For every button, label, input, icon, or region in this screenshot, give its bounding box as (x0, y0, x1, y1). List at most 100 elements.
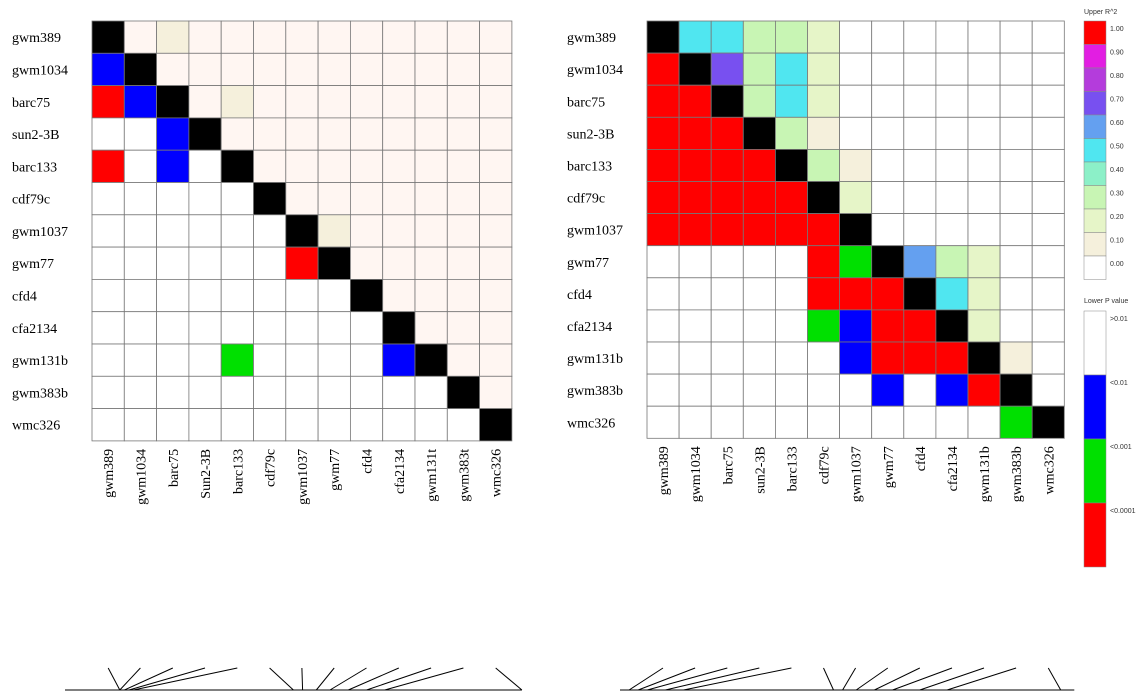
heatmap-cell-right-9-12 (1031, 309, 1065, 343)
legend-lower-swatch-0 (1083, 310, 1107, 376)
heatmap-cell-right-9-11 (999, 309, 1033, 343)
heatmap-cell-right-9-5 (807, 309, 840, 343)
heatmap-cell-right-11-2 (710, 373, 744, 407)
legend-lower-swatch-2 (1083, 438, 1107, 504)
heatmap-cell-left-7-4 (220, 246, 254, 280)
heatmap-cell-left-0-9 (382, 20, 416, 54)
heatmap-cell-right-5-9 (935, 181, 969, 214)
heatmap-cell-right-11-11 (999, 373, 1033, 407)
heatmap-cell-right-7-2 (710, 245, 744, 279)
heatmap-cell-left-10-10 (414, 343, 448, 377)
heatmap-cell-right-8-0 (646, 277, 680, 311)
heatmap-cell-right-2-6 (839, 84, 873, 118)
map-connector-right-9 (892, 667, 953, 691)
heatmap-cell-right-11-4 (775, 373, 808, 407)
heatmap-cell-left-1-4 (220, 52, 254, 86)
heatmap-cell-right-0-1 (678, 20, 712, 54)
heatmap-cell-right-2-8 (903, 84, 937, 118)
right-ld-heatmap: gwm389 gwm1034 barc75 sun2-3B barc133 cdf79c g… (567, 20, 1075, 691)
heatmap-cell-left-0-4 (220, 20, 254, 54)
map-connector-left-5 (269, 667, 294, 691)
heatmap-cell-left-7-9 (382, 246, 416, 280)
heatmap-cell-right-3-6 (839, 116, 873, 150)
heatmap-cell-left-6-6 (285, 214, 319, 248)
heatmap-cell-left-10-5 (253, 343, 287, 377)
heatmap-cell-right-8-8 (903, 277, 937, 311)
heatmap-cell-right-12-10 (967, 405, 1001, 439)
heatmap-cell-right-12-12 (1031, 405, 1065, 439)
heatmap-cell-right-7-6 (839, 245, 873, 279)
heatmap-cell-right-7-11 (999, 245, 1033, 279)
heatmap-cell-left-0-1 (123, 20, 158, 54)
heatmap-cell-left-5-0 (91, 182, 125, 216)
heatmap-cell-left-5-3 (188, 182, 222, 216)
heatmap-cell-right-6-2 (710, 213, 744, 247)
heatmap-cell-right-3-8 (903, 116, 937, 150)
heatmap-cell-left-2-2 (156, 85, 190, 119)
heatmap-cell-left-4-9 (382, 149, 416, 183)
heatmap-cell-right-0-6 (839, 20, 873, 54)
heatmap-cell-left-9-2 (156, 311, 190, 345)
heatmap-cell-left-11-9 (382, 375, 416, 409)
heatmap-cell-right-0-2 (710, 20, 744, 54)
heatmap-cell-right-6-11 (999, 213, 1033, 247)
heatmap-cell-left-11-2 (156, 375, 190, 409)
heatmap-cell-left-4-5 (253, 149, 287, 183)
heatmap-cell-right-3-0 (646, 116, 680, 150)
heatmap-cell-right-10-12 (1031, 341, 1065, 375)
heatmap-cell-left-7-2 (156, 246, 190, 280)
heatmap-cell-right-0-9 (935, 20, 969, 54)
heatmap-cell-right-5-11 (999, 181, 1033, 214)
heatmap-cell-left-8-12 (479, 278, 513, 313)
heatmap-cell-right-3-3 (742, 116, 776, 150)
heatmap-cell-left-8-1 (123, 278, 158, 313)
heatmap-cell-left-4-8 (349, 149, 384, 183)
heatmap-cell-right-11-5 (807, 373, 840, 407)
heatmap-cell-left-11-0 (91, 375, 125, 409)
heatmap-cell-left-9-11 (446, 311, 480, 345)
heatmap-cell-left-1-2 (156, 52, 190, 86)
heatmap-cell-left-0-8 (349, 20, 384, 54)
legend-upper-swatch-10 (1083, 255, 1107, 280)
row-label-right-10: gwm131b (567, 352, 623, 367)
heatmap-cell-left-11-3 (188, 375, 222, 409)
row-label-right-4: barc133 (567, 160, 612, 175)
col-label-left-5: cdf79c (264, 449, 279, 487)
heatmap-cell-right-12-4 (775, 405, 808, 439)
legend-upper-label-2: 0.80 (1110, 73, 1124, 80)
heatmap-cell-left-8-0 (91, 278, 125, 313)
heatmap-cell-left-10-1 (123, 343, 158, 377)
heatmap-cell-right-12-11 (999, 405, 1033, 439)
heatmap-cell-right-1-6 (839, 52, 873, 86)
row-label-right-5: cdf79c (567, 192, 605, 207)
heatmap-cell-right-6-5 (807, 213, 840, 247)
heatmap-cell-right-4-0 (646, 148, 680, 182)
legend-upper-label-8: 0.20 (1110, 214, 1124, 221)
legend-upper-swatch-0 (1083, 20, 1107, 45)
heatmap-cell-right-8-5 (807, 277, 840, 311)
row-label-right-12: wmc326 (567, 416, 615, 431)
heatmap-cell-left-9-12 (479, 311, 513, 345)
heatmap-cell-left-3-12 (479, 117, 513, 151)
heatmap-cell-right-1-7 (871, 52, 905, 86)
heatmap-cell-left-5-1 (123, 182, 158, 216)
map-connector-left-1 (119, 667, 141, 691)
heatmap-cell-right-6-3 (742, 213, 776, 247)
heatmap-cell-left-7-0 (91, 246, 125, 280)
legend-lower-label-2: <0.001 (1110, 444, 1132, 451)
heatmap-cell-left-12-4 (220, 408, 254, 442)
heatmap-cell-right-12-3 (742, 405, 776, 439)
heatmap-cell-right-2-12 (1031, 84, 1065, 118)
heatmap-cell-left-3-8 (349, 117, 384, 151)
heatmap-cell-left-6-10 (414, 214, 448, 248)
heatmap-cell-right-8-3 (742, 277, 776, 311)
heatmap-cell-right-5-2 (710, 181, 744, 214)
left-ld-heatmap: gwm389 gwm1034 barc75 sun2-3B barc133 cdf79c g… (12, 20, 523, 691)
heatmap-cell-right-3-2 (710, 116, 744, 150)
heatmap-cell-right-4-2 (710, 148, 744, 182)
heatmap-cell-left-11-4 (220, 375, 254, 409)
heatmap-cell-left-11-1 (123, 375, 158, 409)
legend-lower-title: Lower P value (1084, 298, 1128, 305)
heatmap-cell-left-8-9 (382, 278, 416, 313)
row-label-left-11: gwm383b (12, 386, 68, 401)
